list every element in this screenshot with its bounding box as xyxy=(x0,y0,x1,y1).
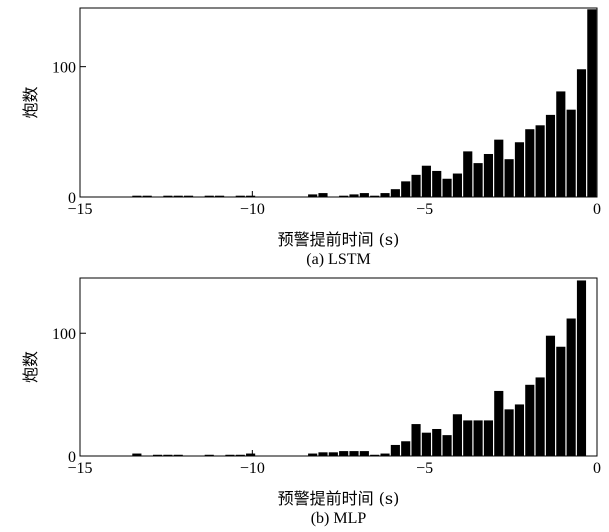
histogram-bar xyxy=(442,178,452,197)
histogram-bar xyxy=(525,384,535,456)
x-tick-label: 0 xyxy=(593,201,601,218)
histogram-bar xyxy=(349,194,359,197)
histogram-bar xyxy=(483,420,493,456)
histogram-bar xyxy=(463,420,473,456)
histogram-bar xyxy=(380,193,390,197)
bars xyxy=(132,9,597,197)
histogram-bar xyxy=(215,195,225,197)
histogram-bar xyxy=(525,129,535,197)
histogram-bar xyxy=(566,318,576,456)
x-tick-label: −15 xyxy=(67,201,92,218)
histogram-bar xyxy=(370,454,380,456)
histogram-bar xyxy=(390,189,400,197)
histogram-bar xyxy=(442,435,452,456)
y-axis-label: 炮数 xyxy=(21,86,40,118)
histogram-bar xyxy=(504,409,514,456)
histogram-bar xyxy=(132,453,142,456)
histogram-bar xyxy=(576,69,587,197)
histogram-bar xyxy=(349,451,359,456)
histogram-bar xyxy=(514,142,525,197)
histogram-bar xyxy=(483,153,493,197)
ticks: −15 −10 −5 0 0 100 xyxy=(52,60,601,218)
bars xyxy=(132,280,587,456)
histogram-bar xyxy=(463,151,473,197)
histogram-bar xyxy=(432,170,442,197)
x-axis-label: 预警提前时间 (s) xyxy=(278,489,400,508)
histogram-bar xyxy=(370,195,380,197)
histogram-bar xyxy=(246,453,256,456)
histogram-bar xyxy=(401,441,411,456)
histogram-bar xyxy=(173,195,183,197)
histogram-bar xyxy=(318,452,328,456)
histogram-bar xyxy=(235,195,245,197)
histogram-bar xyxy=(494,390,504,456)
ticks: −15 −10 −5 0 0 100 xyxy=(52,326,601,477)
histogram-bar xyxy=(545,114,556,197)
plot-frame xyxy=(79,277,598,457)
histogram-bar xyxy=(421,165,431,197)
histogram-bar xyxy=(545,335,556,456)
histogram-bar xyxy=(246,195,256,197)
y-axis-label: 炮数 xyxy=(21,351,40,383)
y-tick-label: 0 xyxy=(68,449,76,466)
histogram-bar xyxy=(535,377,545,456)
histogram-bar xyxy=(566,109,576,197)
y-tick-label: 100 xyxy=(52,326,76,343)
y-tick-label: 0 xyxy=(68,190,76,207)
histogram-bar xyxy=(473,420,483,456)
histogram-bar xyxy=(514,404,525,456)
histogram-bar xyxy=(411,424,421,456)
panel-caption: (a) LSTM xyxy=(306,251,370,268)
histogram-bar xyxy=(163,195,173,197)
histogram-bar xyxy=(359,451,369,456)
histogram-bar xyxy=(473,163,483,197)
histogram-bar xyxy=(308,453,318,456)
histogram-bar xyxy=(380,453,390,456)
histogram-bar xyxy=(328,452,338,456)
histogram-bar xyxy=(535,125,545,197)
histogram-bar xyxy=(359,193,369,197)
histogram-bar xyxy=(318,193,328,197)
histogram-bar xyxy=(132,195,142,197)
histogram-bar xyxy=(339,195,349,197)
x-tick-label: −10 xyxy=(240,201,265,218)
histogram-bar xyxy=(587,9,597,197)
x-tick-label: 0 xyxy=(593,460,601,477)
histogram-bar xyxy=(452,173,462,197)
x-tick-label: −5 xyxy=(416,460,433,477)
histogram-bar xyxy=(204,195,214,197)
histogram-bar xyxy=(204,454,214,456)
histogram-bar xyxy=(339,451,349,456)
histogram-bar xyxy=(142,195,152,197)
histogram-panel-mlp: −15 −10 −5 0 0 100 炮数 预警提前时间 (s) (b) MLP xyxy=(21,277,601,527)
x-tick-label: −10 xyxy=(240,460,265,477)
histogram-bar xyxy=(494,139,504,197)
histogram-bar xyxy=(308,194,318,197)
histogram-bar xyxy=(504,159,514,197)
panel-caption: (b) MLP xyxy=(311,510,367,527)
histogram-bar xyxy=(421,432,431,456)
histogram-bar xyxy=(556,346,566,456)
x-tick-label: −15 xyxy=(67,460,92,477)
y-tick-label: 100 xyxy=(52,60,76,77)
histogram-bar xyxy=(163,454,173,456)
histogram-bar xyxy=(173,454,183,456)
histogram-bar xyxy=(576,280,587,456)
histogram-bar xyxy=(432,428,442,456)
histogram-bar xyxy=(184,195,194,197)
histogram-bar xyxy=(452,414,462,456)
x-axis-label: 预警提前时间 (s) xyxy=(278,230,400,249)
x-tick-label: −5 xyxy=(416,201,433,218)
histogram-bar xyxy=(225,454,235,456)
histogram-bar xyxy=(401,181,411,197)
histogram-bar xyxy=(556,91,566,197)
histogram-panel-lstm: −15 −10 −5 0 0 100 炮数 预警提前时间 (s) (a) LSTM xyxy=(21,7,601,268)
histogram-bar xyxy=(152,454,163,456)
histogram-bar xyxy=(390,444,400,456)
histogram-bar xyxy=(235,454,245,456)
plot-frame xyxy=(79,7,598,198)
histogram-bar xyxy=(411,174,421,197)
